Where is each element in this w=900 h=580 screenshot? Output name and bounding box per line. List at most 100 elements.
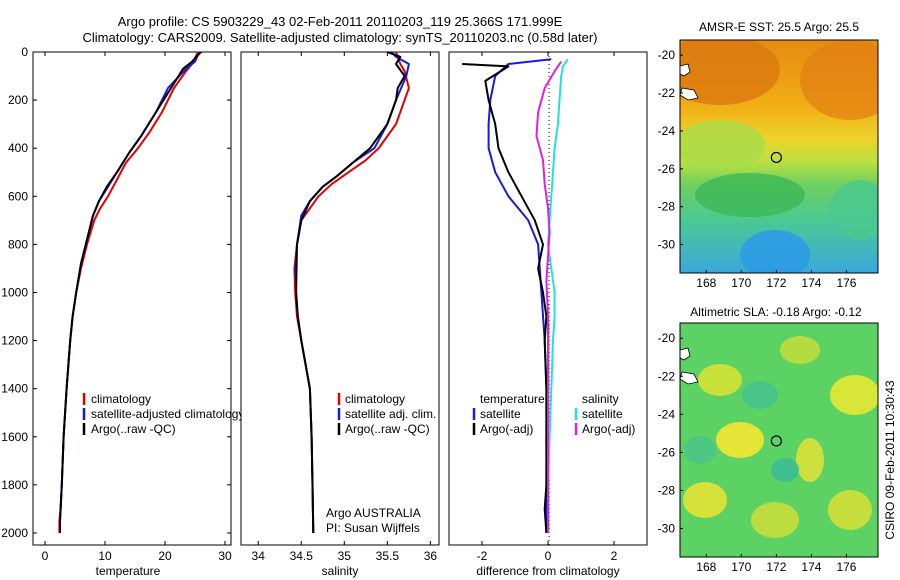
map-x-tick-label: 168 <box>696 560 716 574</box>
temperature-lines <box>58 51 202 533</box>
legend-label-satellite-adj: satellite adj. clim. <box>345 407 436 421</box>
timestamp-label: CSIRO 09-Feb-2011 10:30:43 <box>883 380 897 540</box>
x-tick-label: 35 <box>338 549 352 563</box>
series-line-black <box>59 51 202 533</box>
temperature-axes-frame <box>32 51 232 546</box>
float-position-marker <box>770 151 782 164</box>
y-tick-label: 0 <box>21 45 28 59</box>
sla-map-frame <box>679 322 879 558</box>
sst-map: AMSR-E SST: 25.5 Argo: 25.5 168 170 172 174… <box>658 20 879 290</box>
legend-label-temp-satellite: satellite <box>480 407 521 421</box>
y-tick-label: 400 <box>8 141 28 155</box>
series-line-black <box>462 63 548 534</box>
salinity-axes-frame <box>240 51 440 546</box>
map-y-tick-label: -22 <box>658 369 676 383</box>
salinity-legend: climatology satellite adj. clim. Argo(..… <box>337 392 436 436</box>
y-tick-label: 600 <box>8 189 28 203</box>
legend-label-argo: Argo(..raw -QC) <box>345 422 430 436</box>
difference-xlabel: difference from climatology <box>476 564 619 578</box>
map-x-tick-label: 176 <box>836 560 856 574</box>
legend-label-temp-argo: Argo(-adj) <box>480 422 533 436</box>
map-x-tick-label: 170 <box>731 276 751 290</box>
x-tick-label: 10 <box>98 549 112 563</box>
map-x-tick-label: 176 <box>836 276 856 290</box>
sla-map-title: Altimetric SLA: -0.18 Argo: -0.12 <box>690 305 862 319</box>
pi-annotation: PI: Susan Wijffels <box>326 521 420 535</box>
island-icon <box>680 347 691 361</box>
warm-patch <box>680 40 780 105</box>
legend-label-argo: Argo(..raw -QC) <box>91 422 176 436</box>
legend-label-climatology: climatology <box>91 392 151 406</box>
sla-high <box>828 490 872 530</box>
legend-label-sal-satellite: satellite <box>582 407 623 421</box>
map-x-tick-label: 168 <box>696 276 716 290</box>
map-y-tick-label: -20 <box>658 331 676 345</box>
sla-high <box>698 364 742 396</box>
x-tick-label: 0 <box>42 549 49 563</box>
map-x-tick-label: 174 <box>801 560 821 574</box>
sst-map-title: AMSR-E SST: 25.5 Argo: 25.5 <box>699 20 859 34</box>
map-y-tick-label: -24 <box>658 124 676 138</box>
legend-header-temperature: temperature <box>480 392 545 406</box>
map-x-tick-label: 172 <box>766 276 786 290</box>
y-tick-label: 800 <box>8 237 28 251</box>
salinity-lines <box>293 51 410 534</box>
salinity-xlabel: salinity <box>322 564 359 578</box>
map-y-tick-label: -20 <box>658 48 676 62</box>
y-tick-label: 200 <box>8 93 28 107</box>
y-tick-label: 1400 <box>1 382 28 396</box>
map-y-tick-label: -28 <box>658 483 676 497</box>
y-tick-label: 1800 <box>1 478 28 492</box>
legend-label-satellite-adjusted: satellite-adjusted climatology <box>91 407 244 421</box>
x-tick-label: 34.5 <box>290 549 314 563</box>
sst-map-ticks: 168 170 172 174 176 -20 -22 -24 -26 -28 -30 <box>658 48 857 290</box>
difference-lines <box>462 58 569 534</box>
sla-high <box>683 482 727 518</box>
temperature-xlabel: temperature <box>96 564 161 578</box>
title-line-2: Climatology: CARS2009. Satellite-adjuste… <box>83 30 598 45</box>
agency-annotation: Argo AUSTRALIA <box>326 506 421 520</box>
temperature-legend: climatology satellite-adjusted climatolo… <box>82 392 244 436</box>
cool-patch <box>695 173 805 217</box>
sla-high <box>796 438 824 482</box>
map-y-tick-label: -28 <box>658 200 676 214</box>
temperature-panel: 0 10 20 30 0 200 400 600 800 1000 1200 1400 1600 1800… <box>1 45 244 578</box>
map-y-tick-label: -22 <box>658 86 676 100</box>
y-tick-label: 2000 <box>1 526 28 540</box>
y-tick-label: 1000 <box>1 285 28 299</box>
legend-header-salinity: salinity <box>582 392 619 406</box>
float-position-marker <box>770 435 782 447</box>
title-line-1: Argo profile: CS 5903229_43 02-Feb-2011 … <box>118 14 563 29</box>
cool-patch <box>830 180 878 240</box>
temperature-ticks: 0 10 20 30 0 200 400 600 800 1000 1200 1400 1600 1800… <box>1 45 232 563</box>
cool-patch <box>680 120 765 170</box>
map-y-tick-label: -24 <box>658 407 676 421</box>
series-line-black <box>295 51 406 534</box>
difference-legend: temperature satellite Argo(-adj) salinit… <box>472 392 635 436</box>
difference-panel: -2 0 2 difference from climatology tempera… <box>448 51 648 578</box>
sla-high <box>751 502 799 538</box>
sla-high <box>716 422 764 458</box>
map-x-tick-label: 172 <box>766 560 786 574</box>
island-icon <box>680 63 691 77</box>
map-y-tick-label: -30 <box>658 521 676 535</box>
map-x-tick-label: 170 <box>731 560 751 574</box>
y-tick-label: 1200 <box>1 334 28 348</box>
x-tick-label: 30 <box>218 549 232 563</box>
sla-low <box>684 436 716 464</box>
sla-low <box>771 458 799 482</box>
sla-high <box>780 336 820 364</box>
warm-patch <box>800 40 878 120</box>
sla-low <box>742 381 778 409</box>
y-tick-label: 1600 <box>1 430 28 444</box>
x-tick-label: 35.5 <box>376 549 400 563</box>
map-x-tick-label: 174 <box>801 276 821 290</box>
difference-ticks: -2 0 2 <box>477 52 618 563</box>
x-tick-label: 34 <box>252 549 266 563</box>
x-tick-label: 2 <box>611 549 618 563</box>
sla-field <box>680 323 878 557</box>
series-line-magenta <box>535 61 563 533</box>
legend-label-sal-argo: Argo(-adj) <box>582 422 635 436</box>
map-y-tick-label: -26 <box>658 445 676 459</box>
